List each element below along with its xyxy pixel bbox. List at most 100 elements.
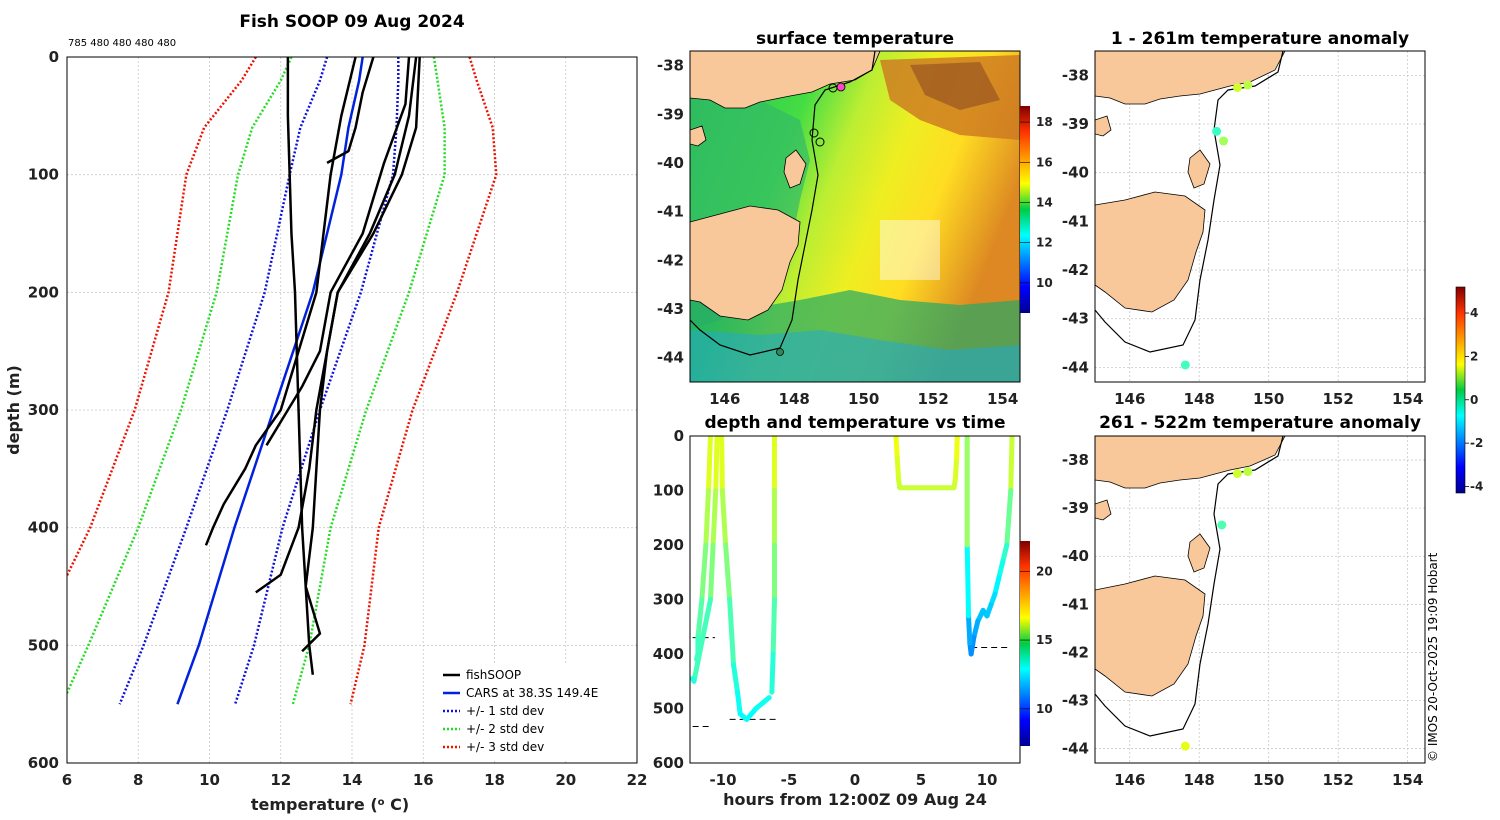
a2-grid	[1095, 436, 1425, 763]
dt-track-segment	[710, 488, 719, 548]
sst-title: surface temperature	[756, 29, 954, 49]
profile-ytick-label: 600	[28, 754, 59, 772]
profile-xtick-label: 14	[342, 771, 363, 789]
std2-line	[67, 57, 293, 697]
sst-field	[690, 51, 1020, 382]
anomaly-map-deep: 261 - 522m temperature anomaly 146 148 150…	[1062, 413, 1426, 789]
dt-track-segment	[966, 613, 973, 646]
dt-track-segment	[707, 542, 716, 602]
dt-track-segment	[691, 597, 713, 684]
a1-title: 1 - 261m temperature anomaly	[1111, 29, 1409, 49]
map-ytick-label: -44	[657, 349, 684, 367]
profile-xtick-label: 12	[270, 771, 291, 789]
dt-track-segment	[719, 488, 729, 548]
a1-anomaly-point	[1212, 126, 1222, 136]
map-ytick-label: -43	[1062, 691, 1089, 709]
dt-ytick-label: 600	[653, 754, 684, 772]
dt-track-segment	[723, 542, 733, 602]
dt-track-segment	[713, 436, 720, 493]
profile-xtick-label: 8	[133, 771, 143, 789]
profile-legend: fishSOOP CARS at 38.3S 149.4E +/- 1 std …	[437, 663, 635, 761]
map-ytick-label: -42	[1062, 261, 1089, 279]
sst-cb-tick-label: 10	[1036, 276, 1053, 290]
profile-chart: Fish SOOP 09 Aug 2024 785 480 480 480 48…	[4, 12, 647, 814]
map-xtick-label: 150	[1253, 390, 1284, 408]
map-ytick-label: -44	[1062, 740, 1089, 758]
dt-track-segment	[731, 662, 741, 695]
sst-cb-tick-label: 16	[1036, 155, 1053, 169]
map-xtick-label: 152	[1323, 390, 1354, 408]
dt-colorbar-ticks: 10 15 20	[1020, 564, 1053, 716]
dt-xtick-label: -5	[781, 771, 798, 789]
a1-anomaly-point	[1180, 360, 1190, 370]
sst-station-marker	[776, 348, 784, 356]
a2-anomaly-point	[1232, 469, 1242, 479]
map-ytick-label: -40	[657, 154, 684, 172]
profile-ytick-label: 400	[28, 519, 59, 537]
map-ytick-label: -40	[1062, 547, 1089, 565]
profile-lines	[67, 57, 498, 705]
a1-axes-frame	[1094, 50, 1426, 383]
surface-temperature-map: surface temperature 146 148 150 152 154 -38 -3…	[657, 29, 1053, 408]
sst-station-marker	[828, 83, 838, 93]
profile-ticks: 6 8 10 12 14 16 18 20 22 0 100 200 300 400 500 600	[28, 48, 648, 789]
fish-profile-line	[301, 57, 421, 653]
sst-station-marker	[809, 128, 819, 138]
a1-anomaly-point	[1219, 136, 1229, 146]
map-xtick-label: 154	[1392, 390, 1423, 408]
a2-title: 261 - 522m temperature anomaly	[1099, 413, 1421, 433]
anom-cb-tick-label: 0	[1470, 393, 1478, 407]
sst-ticks: 146 148 150 152 154 -38 -39 -40 -41 -42 -43 -44	[657, 57, 1018, 408]
dt-track-segment	[770, 597, 777, 657]
dt-track-segment	[727, 597, 737, 668]
map-xtick-label: 152	[918, 390, 949, 408]
a2-land-tasmania	[1095, 575, 1206, 697]
profile-xlabel: temperature (o C)	[251, 795, 409, 814]
depth-time-chart: depth and temperature vs time -10 -5 0 5 100…	[653, 413, 1053, 809]
sst-warm-eddy	[910, 62, 1000, 110]
dt-track-segment	[992, 575, 1002, 597]
map-xtick-label: 150	[1253, 771, 1284, 789]
map-ytick-label: -39	[1062, 115, 1089, 133]
fish-profile-line	[265, 57, 411, 446]
sst-station-marker	[815, 137, 825, 147]
copyright-text: © IMOS 20-Oct-2025 19:09 Hobart	[1426, 552, 1440, 762]
dt-ytick-label: 400	[653, 645, 684, 663]
a1-map	[1095, 51, 1286, 370]
dt-track-segment	[964, 542, 972, 619]
cars-line	[176, 57, 364, 705]
profile-ylabel: depth (m)	[4, 365, 23, 455]
map-ytick-label: -43	[1062, 310, 1089, 328]
legend-box	[437, 663, 635, 761]
map-ytick-label: -44	[1062, 358, 1089, 376]
map-xtick-label: 148	[779, 390, 810, 408]
dt-track-segment	[703, 488, 711, 548]
a1-ticks: 146 148 150 152 154 -38 -39 -40 -41 -42 -43 -44	[1062, 66, 1423, 408]
sst-land-tasmania	[690, 205, 801, 321]
anom-cb-tick-label: -4	[1470, 479, 1483, 493]
sst-cold-south	[690, 330, 1020, 382]
sst-cb-tick-label: 14	[1036, 195, 1053, 209]
dt-ytick-label: 0	[674, 427, 684, 445]
a2-land-mainland	[1095, 436, 1286, 489]
sst-cb-tick-label: 12	[1036, 236, 1053, 250]
map-ytick-label: -38	[657, 57, 684, 75]
a2-anomaly-point	[1217, 520, 1227, 530]
dt-track-segment	[760, 695, 772, 706]
std3-line	[67, 57, 257, 579]
map-ytick-label: -42	[1062, 643, 1089, 661]
dt-title: depth and temperature vs time	[705, 413, 1006, 433]
sst-cb-tick-label: 18	[1036, 115, 1053, 129]
legend-label-std3: +/- 3 std dev	[466, 740, 544, 754]
anomaly-map-shallow: 1 - 261m temperature anomaly 146 148 150 15…	[1062, 29, 1426, 408]
anomaly-colorbar-ticks: 4 2 0 -2 -4	[1465, 306, 1483, 493]
a2-axes-frame	[1094, 435, 1426, 764]
std2-line	[291, 57, 446, 705]
dt-track-segment	[705, 436, 713, 493]
map-xtick-label: 146	[1114, 390, 1145, 408]
map-xtick-label: 152	[1323, 771, 1354, 789]
dt-track-segment	[695, 597, 705, 641]
map-ytick-label: -40	[1062, 164, 1089, 182]
anom-cb-tick-label: 2	[1470, 349, 1478, 363]
